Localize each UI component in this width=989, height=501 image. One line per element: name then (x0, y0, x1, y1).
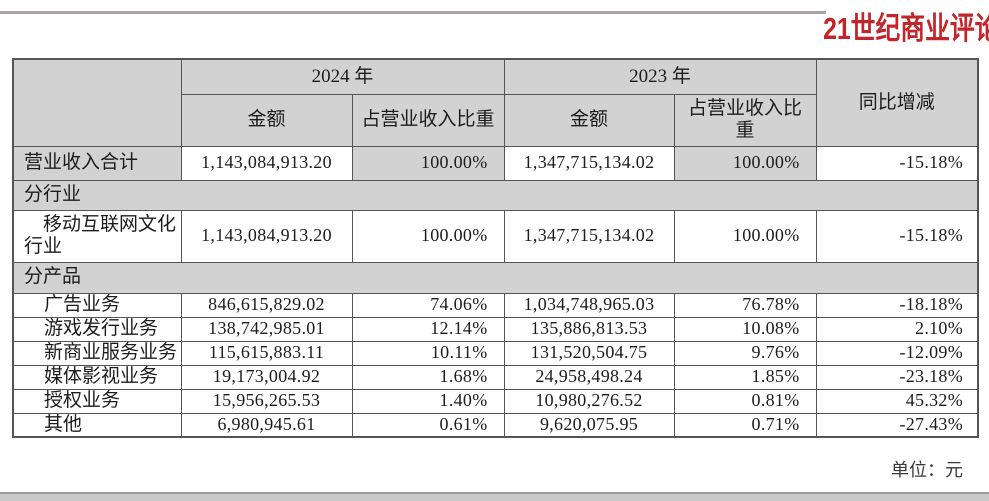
section-row-by-product: 分产品 (12, 261, 979, 294)
amount-2023-header: 金额 (503, 93, 675, 147)
amount-2023-cell: 1,347,715,134.02 (503, 209, 675, 263)
magazine-logo: 21世纪商业评论 (822, 11, 989, 46)
row-label: 其他 (12, 412, 182, 438)
ratio-2024-cell: 100.00% (351, 145, 505, 181)
table-row-media-film-tv: 媒体影视业务 19,173,004.92 1.68% 24,958,498.24… (12, 364, 979, 390)
corner-cell (12, 58, 182, 147)
year-2024-header: 2024 年 (180, 58, 505, 95)
amount-2024-cell: 19,173,004.92 (180, 364, 353, 390)
ratio-2023-cell: 100.00% (673, 209, 817, 263)
amount-2023-cell: 1,347,715,134.02 (503, 145, 675, 181)
row-label: 授权业务 (12, 388, 182, 414)
amount-2024-cell: 1,143,084,913.20 (180, 145, 353, 181)
ratio-2023-header: 占营业收入比 重 (673, 93, 817, 147)
table-row-other: 其他 6,980,945.61 0.61% 9,620,075.95 0.71%… (12, 412, 979, 438)
yoy-cell: -18.18% (815, 292, 979, 318)
yoy-cell: 45.32% (815, 388, 979, 414)
ratio-2024-cell: 1.68% (351, 364, 505, 390)
ratio-2024-cell: 74.06% (351, 292, 505, 318)
table-row-mobile-internet-culture: 移动互联网文化 行业 1,143,084,913.20 100.00% 1,34… (12, 209, 979, 263)
amount-2023-cell: 1,034,748,965.03 (503, 292, 675, 318)
yoy-cell: -15.18% (815, 145, 979, 181)
ratio-2023-cell: 100.00% (673, 145, 817, 181)
amount-2024-cell: 15,956,265.53 (180, 388, 353, 414)
ratio-2023-cell: 76.78% (673, 292, 817, 318)
amount-2023-cell: 131,520,504.75 (503, 340, 675, 366)
ratio-2023-cell: 9.76% (673, 340, 817, 366)
revenue-table: 2024 年 2023 年 同比增减 金额 占营业收入比重 金额 占营业收入比 … (12, 58, 980, 438)
table-row-total-revenue: 营业收入合计 1,143,084,913.20 100.00% 1,347,71… (12, 145, 979, 181)
table-header-row-years: 2024 年 2023 年 同比增减 (12, 58, 979, 147)
section-label: 分产品 (12, 261, 979, 294)
section-row-by-industry: 分行业 (12, 179, 979, 211)
table-row-licensing: 授权业务 15,956,265.53 1.40% 10,980,276.52 0… (12, 388, 979, 414)
ratio-2023-cell: 10.08% (673, 316, 817, 342)
amount-2024-cell: 115,615,883.11 (180, 340, 353, 366)
yoy-cell: 2.10% (815, 316, 979, 342)
top-divider-line (0, 11, 826, 14)
row-label: 广告业务 (12, 292, 182, 318)
table-row-new-business-services: 新商业服务业务 115,615,883.11 10.11% 131,520,50… (12, 340, 979, 366)
amount-2024-cell: 6,980,945.61 (180, 412, 353, 438)
ratio-2024-header: 占营业收入比重 (351, 93, 505, 147)
amount-2023-cell: 10,980,276.52 (503, 388, 675, 414)
ratio-2024-cell: 1.40% (351, 388, 505, 414)
amount-2024-header: 金额 (180, 93, 353, 147)
yoy-header: 同比增减 (815, 58, 979, 147)
table-row-game-publishing: 游戏发行业务 138,742,985.01 12.14% 135,886,813… (12, 316, 979, 342)
amount-2024-cell: 138,742,985.01 (180, 316, 353, 342)
yoy-cell: -15.18% (815, 209, 979, 263)
amount-2024-cell: 846,615,829.02 (180, 292, 353, 318)
year-2023-header: 2023 年 (503, 58, 817, 95)
amount-2023-cell: 135,886,813.53 (503, 316, 675, 342)
row-label: 游戏发行业务 (12, 316, 182, 342)
ratio-2023-cell: 0.71% (673, 412, 817, 438)
table-row-advertising: 广告业务 846,615,829.02 74.06% 1,034,748,965… (12, 292, 979, 318)
ratio-2023-cell: 1.85% (673, 364, 817, 390)
row-label: 营业收入合计 (12, 145, 182, 181)
row-label: 新商业服务业务 (12, 340, 182, 366)
ratio-2023-cell: 0.81% (673, 388, 817, 414)
yoy-cell: -23.18% (815, 364, 979, 390)
bottom-divider-bar (0, 492, 989, 501)
amount-2023-cell: 9,620,075.95 (503, 412, 675, 438)
section-label: 分行业 (12, 179, 979, 211)
unit-label: 单位：元 (891, 460, 963, 480)
yoy-cell: -27.43% (815, 412, 979, 438)
ratio-2024-cell: 0.61% (351, 412, 505, 438)
row-label: 移动互联网文化 行业 (12, 209, 182, 263)
row-label: 媒体影视业务 (12, 364, 182, 390)
amount-2024-cell: 1,143,084,913.20 (180, 209, 353, 263)
ratio-2024-cell: 12.14% (351, 316, 505, 342)
table-header-row-metrics: 金额 占营业收入比重 金额 占营业收入比 重 (13, 93, 978, 147)
ratio-2024-cell: 10.11% (351, 340, 505, 366)
amount-2023-cell: 24,958,498.24 (503, 364, 675, 390)
yoy-cell: -12.09% (815, 340, 979, 366)
ratio-2024-cell: 100.00% (351, 209, 505, 263)
